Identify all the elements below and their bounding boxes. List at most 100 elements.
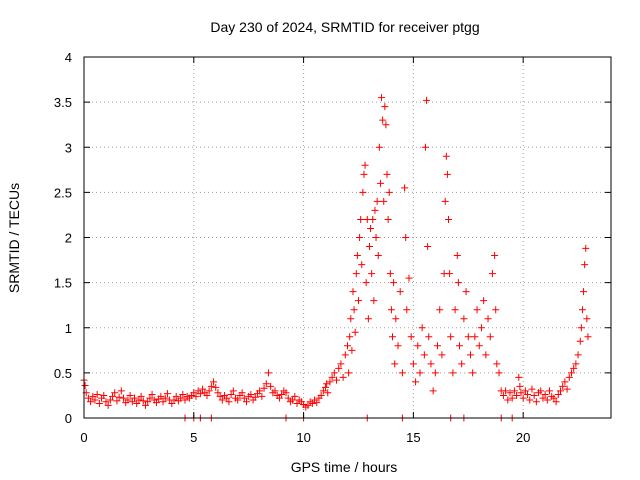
- data-point: [113, 397, 121, 405]
- data-point: [353, 252, 361, 260]
- data-point: [454, 279, 462, 287]
- data-point: [141, 401, 149, 409]
- data-point: [380, 197, 388, 205]
- data-point: [480, 297, 488, 305]
- data-point: [144, 398, 152, 406]
- data-point: [240, 394, 248, 402]
- data-point: [524, 391, 532, 399]
- data-point: [348, 346, 356, 354]
- data-point: [357, 215, 365, 223]
- data-point: [552, 398, 560, 406]
- data-point: [516, 382, 524, 390]
- data-point: [84, 394, 92, 402]
- x-axis-label: GPS time / hours: [291, 459, 398, 475]
- x-tick-label: 15: [406, 430, 420, 445]
- data-point: [258, 392, 266, 400]
- data-point: [581, 261, 589, 269]
- data-point: [441, 197, 449, 205]
- data-point: [398, 369, 406, 377]
- data-point: [502, 387, 510, 395]
- data-point: [447, 333, 455, 341]
- data-point: [328, 373, 336, 381]
- data-point: [341, 351, 349, 359]
- data-point: [308, 400, 316, 408]
- data-point: [350, 306, 358, 314]
- data-point: [210, 378, 218, 386]
- data-point: [458, 360, 466, 368]
- data-point: [352, 270, 360, 278]
- data-point: [462, 288, 470, 296]
- data-point: [567, 369, 575, 377]
- y-tick-label: 2: [65, 231, 72, 246]
- data-point: [445, 215, 453, 223]
- data-point: [81, 382, 89, 390]
- data-point: [372, 234, 380, 241]
- data-point: [469, 369, 477, 377]
- data-point: [475, 342, 483, 350]
- data-point: [578, 306, 586, 314]
- data-point: [521, 387, 529, 395]
- data-point: [216, 392, 224, 400]
- data-point: [369, 215, 377, 223]
- data-point: [394, 342, 402, 350]
- data-point: [271, 387, 279, 395]
- data-point: [345, 369, 353, 377]
- data-point: [262, 380, 270, 388]
- data-point: [508, 394, 516, 402]
- data-point: [464, 333, 472, 341]
- data-point: [519, 394, 527, 402]
- data-point: [455, 342, 463, 350]
- data-point: [554, 391, 562, 399]
- data-point: [159, 398, 167, 406]
- data-point: [344, 342, 351, 350]
- data-point: [576, 337, 584, 345]
- y-axis-label: SRMTID / TECUs: [6, 183, 22, 293]
- chart-title: Day 230 of 2024, SRMTID for receiver ptg…: [210, 19, 479, 35]
- data-point: [412, 378, 420, 386]
- data-point: [382, 121, 390, 129]
- data-point: [247, 391, 255, 399]
- data-point: [133, 400, 141, 408]
- data-point: [453, 252, 461, 260]
- data-point: [192, 392, 200, 400]
- data-point: [170, 396, 178, 404]
- data-point: [223, 394, 231, 402]
- data-point: [323, 380, 331, 388]
- x-tick-label: 10: [296, 430, 310, 445]
- data-point: [402, 234, 410, 241]
- data-point: [371, 206, 379, 214]
- data-point: [493, 360, 501, 368]
- data-point: [424, 243, 432, 251]
- data-point: [163, 390, 171, 398]
- data-point: [504, 396, 512, 404]
- data-point: [407, 333, 415, 341]
- data-point: [543, 396, 551, 404]
- data-point: [396, 288, 404, 296]
- data-point: [330, 369, 338, 377]
- data-point: [434, 342, 442, 350]
- plot-frame: [83, 56, 612, 419]
- data-point: [148, 391, 156, 399]
- y-tick-label: 1: [65, 321, 72, 336]
- data-point: [368, 270, 376, 278]
- data-point: [284, 394, 292, 402]
- data-point: [365, 243, 373, 251]
- data-point: [391, 360, 399, 368]
- data-point: [572, 360, 580, 368]
- data-point: [128, 398, 136, 406]
- data-point: [420, 351, 428, 359]
- data-point: [436, 306, 444, 314]
- data-point: [526, 396, 534, 404]
- data-point: [214, 389, 222, 397]
- data-point: [431, 369, 439, 377]
- y-tick-label: 4: [65, 50, 72, 65]
- data-point: [242, 398, 250, 406]
- data-point: [264, 369, 272, 377]
- data-point: [451, 306, 459, 314]
- data-point: [117, 387, 125, 395]
- data-point: [563, 385, 571, 393]
- data-point: [580, 288, 588, 296]
- data-point: [387, 306, 395, 314]
- data-point: [471, 333, 479, 341]
